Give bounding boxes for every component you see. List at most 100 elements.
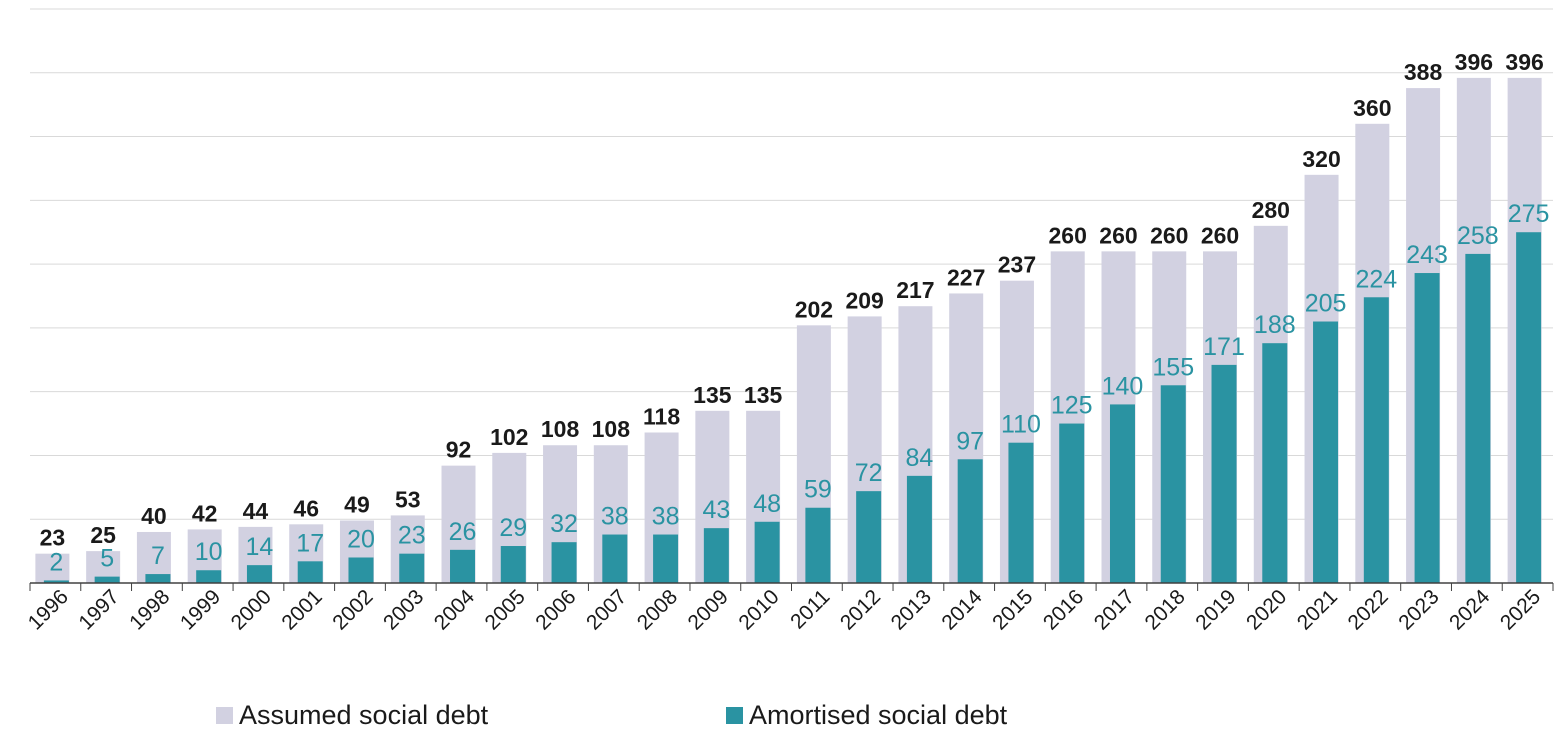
label-amortised-2005: 29 [499,514,527,542]
legend: Assumed social debt Amortised social deb… [0,700,1557,731]
bar-amortised-2011 [805,507,831,583]
legend-item-assumed: Assumed social debt [216,700,488,731]
tick-label-1997: 1997 [74,585,123,634]
bar-amortised-1999 [196,570,222,583]
label-amortised-2001: 17 [296,529,324,557]
tick-label-2016: 2016 [1039,585,1088,634]
tick-label-2012: 2012 [836,585,885,634]
bar-amortised-2025 [1516,232,1542,583]
bar-amortised-1997 [94,576,120,583]
tick-label-2007: 2007 [582,585,631,634]
label-amortised-2014: 97 [956,427,984,455]
tick-label-1996: 1996 [24,585,73,634]
bar-amortised-2006 [551,542,577,583]
bar-assumed-1996 [35,553,70,583]
tick-label-2011: 2011 [786,585,834,633]
label-assumed-1998: 40 [141,503,167,529]
tick-label-2023: 2023 [1394,585,1443,634]
bar-amortised-2023 [1414,273,1440,583]
label-assumed-2018: 260 [1150,222,1188,248]
legend-item-amortised: Amortised social debt [726,700,1007,731]
tick-label-2003: 2003 [379,585,428,634]
label-assumed-2012: 209 [845,287,883,313]
label-amortised-2002: 20 [347,525,375,553]
label-assumed-2005: 102 [490,424,528,450]
legend-label-amortised: Amortised social debt [749,700,1008,730]
label-assumed-2017: 260 [1099,222,1137,248]
label-amortised-2016: 125 [1051,392,1093,420]
tick-label-2019: 2019 [1191,585,1240,634]
label-assumed-2003: 53 [395,486,421,512]
tick-label-2004: 2004 [430,585,480,635]
label-assumed-2015: 237 [998,252,1036,278]
label-assumed-1997: 25 [90,522,116,548]
label-assumed-2009: 135 [693,382,732,408]
data-labels: 2322554074210441446174920532392261022910… [40,49,1550,577]
bar-amortised-2013 [906,475,932,583]
bar-amortised-2020 [1262,343,1288,583]
bars [35,77,1542,584]
tick-label-2009: 2009 [684,585,733,634]
label-amortised-2024: 258 [1457,222,1499,250]
bar-amortised-2012 [856,491,882,583]
label-assumed-2016: 260 [1049,222,1087,248]
tick-label-2000: 2000 [227,585,276,634]
label-assumed-2014: 227 [947,264,985,290]
tick-label-2001: 2001 [277,585,326,634]
label-amortised-2017: 140 [1102,372,1144,400]
bar-amortised-2021 [1313,321,1339,583]
label-amortised-2020: 188 [1254,311,1296,339]
tick-label-1998: 1998 [125,585,174,634]
bar-amortised-2018 [1160,385,1186,583]
label-assumed-2024: 396 [1455,49,1493,75]
tick-label-2018: 2018 [1140,585,1189,634]
bar-amortised-2016 [1059,423,1085,583]
tick-label-2017: 2017 [1090,585,1139,634]
gridlines [30,8,1553,520]
label-assumed-1999: 42 [192,500,218,526]
bar-amortised-2001 [297,561,323,583]
tick-label-2002: 2002 [328,585,377,634]
bar-amortised-1998 [145,574,171,583]
label-amortised-2023: 243 [1406,241,1448,269]
label-assumed-2020: 280 [1252,197,1290,223]
label-assumed-2007: 108 [592,416,631,442]
label-assumed-2011: 202 [795,296,833,322]
bar-chart: 1996 1997 1998 1999 2000 2001 2002 2003 2004 2005… [24,8,1554,635]
bar-amortised-1996 [43,580,69,583]
label-assumed-2021: 320 [1302,146,1340,172]
label-assumed-2022: 360 [1353,95,1391,121]
label-assumed-2013: 217 [896,277,934,303]
label-assumed-2019: 260 [1201,222,1239,248]
tick-label-2021: 2021 [1293,585,1342,634]
label-amortised-2013: 84 [906,444,934,472]
x-axis: 1996 1997 1998 1999 2000 2001 2002 2003 2004 2005… [24,582,1554,635]
label-amortised-2021: 205 [1305,290,1347,318]
tick-label-1999: 1999 [176,585,225,634]
label-assumed-2010: 135 [744,382,783,408]
tick-label-2022: 2022 [1344,585,1393,634]
label-amortised-2012: 72 [855,459,883,487]
bar-amortised-2010 [754,521,780,583]
bar-amortised-2004 [450,549,476,583]
tick-label-2024: 2024 [1445,585,1495,635]
label-assumed-2000: 44 [243,498,269,524]
label-amortised-2003: 23 [398,522,426,550]
label-amortised-2009: 43 [702,496,730,524]
label-amortised-2000: 14 [246,533,274,561]
tick-label-2025: 2025 [1496,585,1545,634]
label-amortised-1997: 5 [100,545,114,573]
bar-amortised-2005 [500,546,526,583]
bar-amortised-2019 [1211,364,1237,583]
tick-label-2015: 2015 [988,585,1037,634]
bar-amortised-2024 [1465,253,1491,583]
label-amortised-1999: 10 [195,538,223,566]
bar-amortised-2002 [348,557,374,583]
label-assumed-2008: 118 [643,403,680,429]
bar-amortised-2008 [653,534,679,583]
legend-swatch-assumed [216,707,233,724]
bar-amortised-2007 [602,534,628,583]
label-assumed-2002: 49 [344,491,370,517]
label-assumed-2006: 108 [541,416,580,442]
legend-swatch-amortised [726,707,743,724]
